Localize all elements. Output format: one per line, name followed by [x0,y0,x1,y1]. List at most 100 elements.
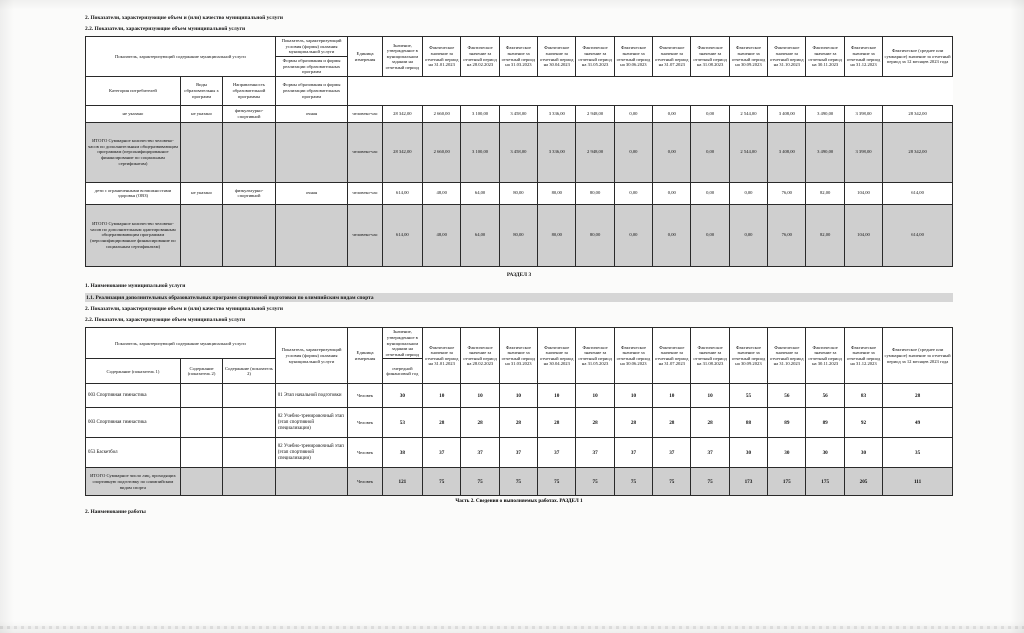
t1-header-unit: Единица измерения [347,36,383,77]
t1-r3-v6: 0,00 [652,203,692,267]
t1-r3-v3: 80,00 [537,203,577,267]
t2-r0-content3 [222,383,276,409]
t1-r1-forms [274,121,349,183]
t2-r3-v9: 175 [767,467,807,497]
razdel-3-heading: РАЗДЕЛ 3 [506,271,532,278]
t1-r3-summary: 614,00 [882,203,953,267]
t2-r2-v9: 30 [767,437,807,469]
t2-r0-condition: 01 Этап начальной подготовки [274,383,349,409]
t2-header-summary: Фактическое (среднее или суммарное) знач… [882,327,953,385]
t1-r3-forms [274,203,349,267]
t2-r1-content1: 003 Спортивная гимнастика [85,407,181,439]
t1-r2-v6: 0,00 [652,181,692,205]
t2-r3-v0: 75 [422,467,462,497]
t2-r0-v3: 10 [537,383,577,409]
t1-r3-v2: 80,00 [498,203,539,267]
t1-r0-v2: 3 458,00 [498,104,539,123]
t2-r1-v6: 28 [652,407,692,439]
section1-heading-22: 2.2. Показатели, характеризующие объем м… [85,26,246,33]
t1-r0-v0: 2 660,00 [422,104,462,123]
t2-header-content1: Содержание (показатель 1) [85,358,181,385]
t2-r2-v0: 37 [422,437,462,469]
t2-r3-v5: 75 [613,467,654,497]
section3-heading-2: 2. Показатели, характеризующие объем и (… [85,306,283,313]
t1-r2-summary: 614,00 [882,181,953,205]
section3-heading-11: 1.1. Реализация дополнительных образоват… [85,293,953,303]
t1-header-forms: Формы образования и формы реализации обр… [274,56,349,77]
table1-header-row-1: Показатель, характеризующий содержание м… [85,36,953,77]
t1-header-content: Показатель, характеризующий содержание м… [85,36,276,77]
t1-r3-v10: 82,00 [805,203,845,267]
t1-header-fact-2: Фактическое значение за отчетный период … [498,36,539,77]
t2-r3-v3: 75 [537,467,577,497]
t2-r3-approved: 121 [381,467,424,497]
table-row: 003 Спортивная гимнастика 02 Учебно-трен… [85,407,953,439]
t2-header-fact-0: Фактическое значение за отчетный период … [422,327,462,385]
table2-body: 003 Спортивная гимнастика 01 Этап началь… [85,383,953,497]
t2-r0-v6: 10 [652,383,692,409]
t2-r2-v4: 37 [575,437,615,469]
t2-r1-condition: 02 Учебно-тренировочный этап (этап спорт… [274,407,349,439]
t1-r1-v4: 2 948,00 [575,121,615,183]
t1-r0-v6: 0,00 [652,104,692,123]
t2-r2-v1: 37 [460,437,500,469]
t1-r0-v1: 3 100,00 [460,104,500,123]
table1-header-row-3: Категория потребителей Виды образователь… [85,75,953,106]
t1-header-forms-2: Формы образования и формы реализации обр… [274,75,349,106]
t1-header-fact-4: Фактическое значение за отчетный период … [575,36,615,77]
t2-r0-v5: 10 [613,383,654,409]
t1-r0-v8: 2 544,00 [728,104,769,123]
t1-r2-v0: 48,00 [422,181,462,205]
t2-r0-v11: 83 [843,383,884,409]
t2-r2-content2 [179,437,224,469]
t2-r3-content3 [222,467,276,497]
t1-r1-v5: 0,00 [613,121,654,183]
t2-header-unit: Единица измерения [347,327,383,385]
t1-r1-v2: 3 458,00 [498,121,539,183]
table2-header-row-1: Показатель, характеризующий содержание м… [85,327,953,385]
t1-r2-v3: 80,00 [537,181,577,205]
t1-r1-approved: 28 342,00 [381,121,424,183]
t2-r0-content1: 003 Спортивная гимнастика [85,383,181,409]
t1-r1-v10: 3 490,00 [805,121,845,183]
table-row-total: ИТОГО Суммарное количество человеко-часо… [85,121,953,183]
t2-r1-v0: 28 [422,407,462,439]
t2-header-fact-9: Фактическое значение за отчетный период … [767,327,807,385]
t2-r1-v11: 92 [843,407,884,439]
footer-part2: Часть 2. Сведения о выполняемых работах.… [455,498,583,505]
t1-r0-focus: физкультурно-спортивной [222,104,276,123]
t2-r3-v11: 205 [843,467,884,497]
t1-r0-v11: 3 398,00 [843,104,884,123]
section3-heading-1: 1. Наименование муниципальной услуги [85,282,186,289]
t1-r2-v10: 82,00 [805,181,845,205]
t1-r3-v8: 0,00 [728,203,769,267]
section3-heading-22: 2.2. Показатели, характеризующие объем м… [85,317,246,324]
t2-r2-content1: 053 Баскетбол [85,437,181,469]
t1-r0-unit: человеко-час [347,104,383,123]
t2-r3-v2: 75 [498,467,539,497]
t2-r0-v1: 10 [460,383,500,409]
t2-header-fact-1: Фактическое значение за отчетный период … [460,327,500,385]
t2-r2-summary: 35 [882,437,953,469]
t2-r3-condition [274,467,349,497]
t2-r1-v7: 28 [690,407,730,439]
t1-r0-forms: очная [274,104,349,123]
t1-header-fact-7: Фактическое значение за отчетный период … [690,36,730,77]
t1-r1-v6: 0,00 [652,121,692,183]
t2-r2-approved: 38 [381,437,424,469]
t2-header-fact-7: Фактическое значение за отчетный период … [690,327,730,385]
t1-r2-unit: человеко-час [347,181,383,205]
t2-r3-v7: 75 [690,467,730,497]
t1-r1-summary: 28 342,00 [882,121,953,183]
t1-r0-approved: 28 342,00 [381,104,424,123]
t2-r1-content3 [222,407,276,439]
t2-header-fact-3: Фактическое значение за отчетный период … [537,327,577,385]
t1-r0-v7: 0,00 [690,104,730,123]
table-volume-indicators-2: Показатель, характеризующий содержание м… [85,327,953,497]
table1-body: не указано не указано физкультурно-спорт… [85,104,953,267]
t2-r2-v10: 30 [805,437,845,469]
t2-header-fact-5: Фактическое значение за отчетный период … [613,327,654,385]
t2-header-fact-11: Фактическое значение за отчетный период … [843,327,884,385]
t1-r2-v1: 64,00 [460,181,500,205]
